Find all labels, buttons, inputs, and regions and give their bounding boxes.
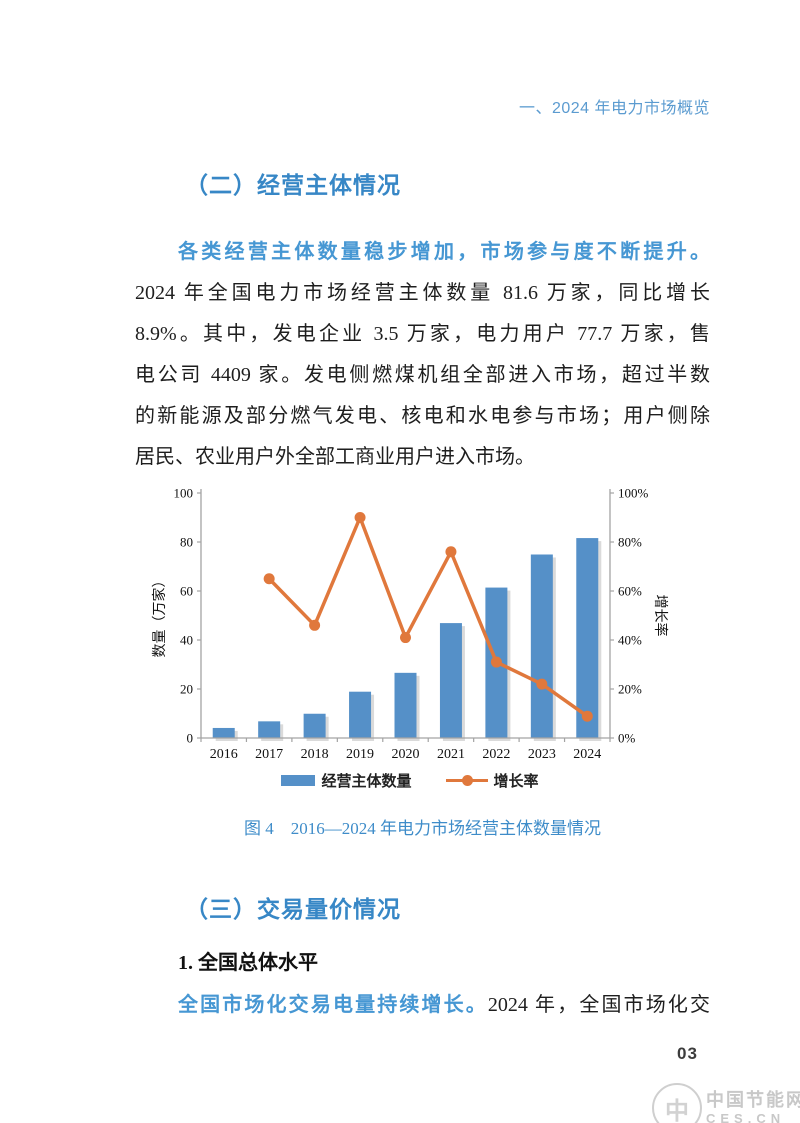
bar-2017 bbox=[258, 721, 281, 738]
bar-2023 bbox=[530, 554, 553, 738]
paragraph-line: 电公司 4409 家。发电侧燃煤机组全部进入市场，超过半数 bbox=[135, 364, 710, 386]
growth-point-2018 bbox=[309, 619, 321, 631]
watermark: 中 中国节能网 CES.CN bbox=[652, 1083, 800, 1123]
paragraph-line: 2024 年全国电力市场经营主体数量 81.6 万家，同比增长 bbox=[135, 282, 710, 304]
growth-point-2022 bbox=[490, 656, 502, 668]
x-label-2023: 2023 bbox=[528, 747, 556, 762]
paragraph-lead-sentence: 全国市场化交易电量持续增长。 bbox=[178, 994, 488, 1016]
running-header: 一、2024 年电力市场概览 bbox=[518, 100, 710, 117]
legend-item-line: 增长率 bbox=[445, 770, 539, 791]
axis-tick-label: 80 bbox=[180, 535, 193, 550]
bar-series-swatch-icon bbox=[281, 775, 316, 786]
bar-2021 bbox=[439, 623, 462, 738]
axis-tick-label: 20 bbox=[180, 682, 193, 697]
section-heading-trading: （三）交易量价情况 bbox=[185, 896, 401, 922]
growth-line bbox=[267, 515, 589, 718]
x-label-2024: 2024 bbox=[573, 747, 601, 762]
x-label-2022: 2022 bbox=[482, 747, 510, 762]
bar-2018 bbox=[303, 713, 326, 738]
trading-paragraph-first-line: 全国市场化交易电量持续增长。2024 年，全国市场化交 bbox=[178, 990, 710, 1020]
paragraph-lead-sentence: 各类经营主体数量稳步增加，市场参与度不断提升。 bbox=[178, 241, 710, 263]
axis-tick-label: 60% bbox=[618, 584, 642, 599]
page-number: 03 bbox=[677, 1044, 698, 1063]
growth-point-2024 bbox=[581, 710, 593, 722]
growth-point-2020 bbox=[400, 632, 411, 644]
left-axis-title: 数量（万家） bbox=[151, 574, 168, 658]
entities-chart: 0 20 40 60 80 100 0% 20% 40% 60% 80% 100% 2016 2017 20… bbox=[150, 486, 670, 772]
growth-point-2023 bbox=[536, 678, 548, 690]
growth-point-2021 bbox=[445, 546, 457, 558]
axis-tick-label: 20% bbox=[618, 682, 642, 697]
axis-tick-label: 60 bbox=[180, 584, 193, 599]
bar-2024 bbox=[576, 538, 599, 738]
paragraph-line: 居民、农业用户外全部工商业用户进入市场。 bbox=[135, 446, 535, 468]
growth-point-2019 bbox=[354, 512, 366, 523]
watermark-domain: CES.CN bbox=[706, 1110, 786, 1123]
x-label-2020: 2020 bbox=[392, 747, 420, 762]
axis-tick-label: 0 bbox=[187, 731, 194, 746]
bar-2019 bbox=[349, 691, 372, 738]
legend-label-bars: 经营主体数量 bbox=[321, 773, 412, 790]
line-series-marker-icon bbox=[445, 775, 488, 786]
right-axis-title: 增长率 bbox=[652, 595, 669, 637]
x-label-2017: 2017 bbox=[255, 747, 283, 762]
watermark-title: 中国节能网 bbox=[706, 1089, 800, 1110]
bar-line-chart: 0 20 40 60 80 100 0% 20% 40% 60% 80% 100% 2016 2017 20… bbox=[151, 486, 669, 763]
axis-tick-label: 40% bbox=[618, 633, 642, 648]
x-label-2018: 2018 bbox=[301, 747, 329, 762]
section-heading-entities: （二）经营主体情况 bbox=[185, 172, 401, 198]
watermark-logo-icon: 中 bbox=[652, 1083, 702, 1123]
x-label-2016: 2016 bbox=[210, 747, 238, 762]
x-label-2019: 2019 bbox=[346, 747, 374, 762]
axis-tick-label: 0% bbox=[618, 731, 636, 746]
paragraph-text: 2024 年，全国市场化交 bbox=[487, 994, 711, 1016]
x-label-2021: 2021 bbox=[437, 747, 465, 762]
paragraph-line: 的新能源及部分燃气发电、核电和水电参与市场；用户侧除 bbox=[135, 405, 710, 427]
paragraph-line: 8.9%。其中，发电企业 3.5 万家，电力用户 77.7 万家，售 bbox=[135, 323, 710, 345]
growth-point-2017 bbox=[263, 573, 275, 585]
watermark-text: 中国节能网 CES.CN bbox=[706, 1090, 800, 1123]
figure-caption: 图 4 2016—2024 年电力市场经营主体数量情况 bbox=[244, 819, 601, 838]
axis-tick-label: 80% bbox=[618, 535, 642, 550]
legend-item-bars: 经营主体数量 bbox=[281, 770, 412, 791]
subsection-heading: 1. 全国总体水平 bbox=[178, 952, 318, 974]
axis-tick-label: 100% bbox=[618, 487, 649, 501]
bar-2020 bbox=[394, 672, 417, 738]
chart-legend: 经营主体数量 增长率 bbox=[150, 770, 670, 791]
axis-tick-label: 40 bbox=[180, 633, 193, 648]
entities-paragraph: 各类经营主体数量稳步增加，市场参与度不断提升。 2024 年全国电力市场经营主体… bbox=[135, 232, 710, 478]
bar-2016 bbox=[212, 727, 235, 738]
legend-label-line: 增长率 bbox=[493, 773, 539, 790]
axis-tick-label: 100 bbox=[174, 487, 194, 501]
